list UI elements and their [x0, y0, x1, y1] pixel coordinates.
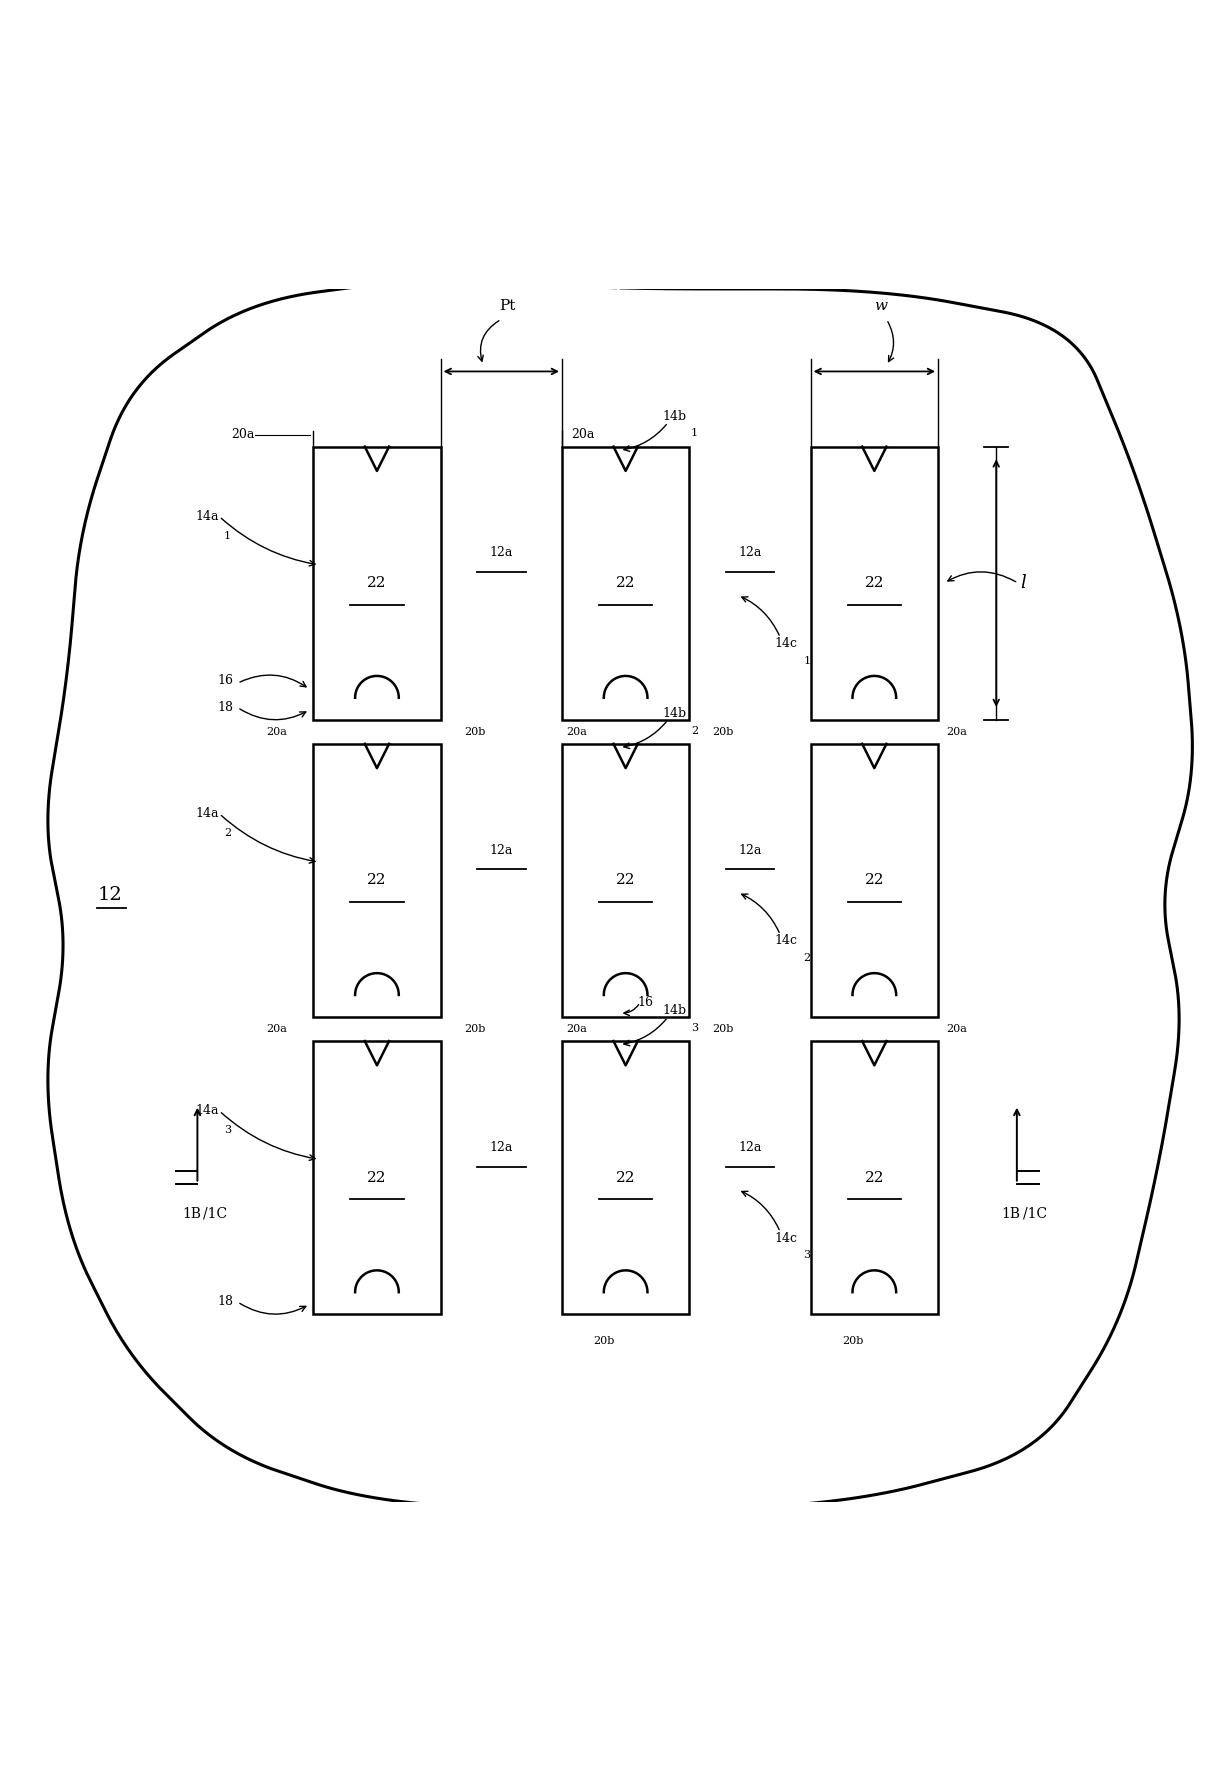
Text: /1C: /1C: [1023, 1207, 1047, 1221]
Text: 14a: 14a: [196, 510, 220, 523]
Text: /1C: /1C: [204, 1207, 227, 1221]
Text: 22: 22: [616, 1171, 636, 1184]
Text: 2: 2: [225, 827, 231, 838]
Bar: [562, 743, 690, 1017]
Text: 20b: 20b: [593, 1336, 615, 1345]
Text: 20b: 20b: [464, 727, 486, 736]
Bar: [313, 446, 440, 720]
Text: 14c: 14c: [774, 638, 798, 650]
Text: 2: 2: [691, 725, 698, 736]
Text: 16: 16: [638, 996, 654, 1008]
Text: 1B: 1B: [1001, 1207, 1021, 1221]
Text: 20b: 20b: [842, 1336, 863, 1345]
Text: 20a: 20a: [572, 428, 595, 441]
Text: 3: 3: [804, 1250, 811, 1261]
Text: 20a: 20a: [566, 727, 587, 736]
Text: 20a: 20a: [266, 727, 287, 736]
Text: 22: 22: [616, 874, 636, 887]
Bar: [811, 743, 937, 1017]
Text: 18: 18: [218, 700, 234, 715]
Text: 1: 1: [225, 530, 231, 541]
Text: 12a: 12a: [490, 1141, 513, 1153]
Text: 14c: 14c: [774, 1232, 798, 1245]
Text: 12a: 12a: [490, 546, 513, 559]
Text: 12: 12: [98, 887, 123, 904]
Text: w: w: [874, 299, 887, 313]
Text: 22: 22: [865, 577, 885, 589]
Text: 22: 22: [865, 874, 885, 887]
Bar: [811, 446, 937, 720]
Text: 2: 2: [804, 953, 811, 964]
Text: 12a: 12a: [739, 1141, 762, 1153]
Text: 22: 22: [865, 1171, 885, 1184]
Text: 20b: 20b: [464, 1024, 486, 1033]
Text: 12a: 12a: [739, 844, 762, 856]
Text: 3: 3: [225, 1125, 231, 1135]
Text: 14b: 14b: [663, 707, 686, 720]
Text: 14a: 14a: [196, 1105, 220, 1118]
Text: 20b: 20b: [713, 727, 734, 736]
Text: 1B: 1B: [182, 1207, 201, 1221]
Text: 20a: 20a: [232, 428, 255, 441]
Text: 14b: 14b: [663, 410, 686, 423]
Bar: [313, 743, 440, 1017]
Text: l: l: [1021, 575, 1026, 593]
Bar: [811, 1041, 937, 1315]
Text: Pt: Pt: [499, 299, 515, 313]
Text: 12a: 12a: [739, 546, 762, 559]
Text: 20a: 20a: [946, 727, 967, 736]
Text: 18: 18: [218, 1295, 234, 1309]
Text: 1: 1: [691, 428, 698, 439]
Text: 14b: 14b: [663, 1005, 686, 1017]
Text: 14c: 14c: [774, 935, 798, 947]
Text: 22: 22: [616, 577, 636, 589]
Text: 22: 22: [367, 874, 387, 887]
Text: 20a: 20a: [266, 1024, 287, 1033]
Text: 16: 16: [218, 673, 234, 688]
Bar: [562, 446, 690, 720]
Text: 14a: 14a: [196, 808, 220, 820]
Bar: [313, 1041, 440, 1315]
Text: 20b: 20b: [713, 1024, 734, 1033]
Text: 3: 3: [691, 1023, 698, 1033]
Text: 20a: 20a: [946, 1024, 967, 1033]
Text: 1: 1: [804, 656, 811, 666]
Text: 12a: 12a: [490, 844, 513, 856]
Text: 22: 22: [367, 1171, 387, 1184]
Text: 22: 22: [367, 577, 387, 589]
Bar: [562, 1041, 690, 1315]
Text: 20a: 20a: [566, 1024, 587, 1033]
